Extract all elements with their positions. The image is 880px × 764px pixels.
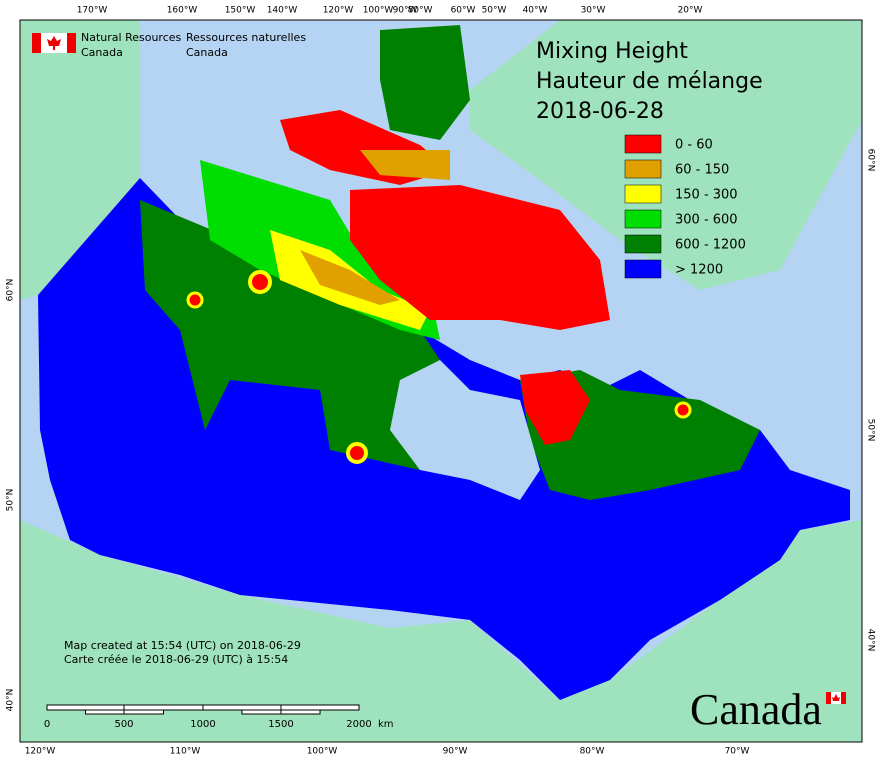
scale-segment <box>46 704 125 711</box>
scale-segment <box>123 704 204 711</box>
map-date: 2018-06-28 <box>536 99 664 124</box>
united-states <box>20 520 862 742</box>
legend-swatch <box>624 159 662 179</box>
agency-name: Canada <box>81 46 123 59</box>
legend-swatch <box>624 184 662 204</box>
legend-swatch <box>624 259 662 279</box>
agency-name: Canada <box>186 46 228 59</box>
scale-segment <box>241 709 282 715</box>
latitude-label: 60°N <box>6 279 16 302</box>
latitude-label: 50°N <box>6 489 16 512</box>
longitude-label: 90°W <box>393 6 418 16</box>
hotspot <box>186 291 204 309</box>
scale-label: 2000 <box>346 719 371 730</box>
arctic-islands <box>350 185 610 330</box>
alaska <box>20 20 140 300</box>
scale-label: 1000 <box>190 719 215 730</box>
scale-segment <box>85 709 125 715</box>
credit-line: Map created at 15:54 (UTC) on 2018-06-29 <box>64 639 301 652</box>
legend-label: 0 - 60 <box>675 138 713 153</box>
legend-swatch <box>624 234 662 254</box>
wordmark: Canada <box>690 685 822 734</box>
longitude-label: 30°W <box>581 6 606 16</box>
longitude-label: 20°W <box>678 6 703 16</box>
latitude-label: 40°N <box>6 689 16 712</box>
longitude-label: 110°W <box>170 747 201 757</box>
longitude-label: 150°W <box>225 6 256 16</box>
latitude-label: 40°N <box>866 629 876 652</box>
longitude-label: 160°W <box>167 6 198 16</box>
scale-segment <box>280 704 360 711</box>
longitude-label: 90°W <box>443 747 468 757</box>
credit-line: Carte créée le 2018-06-29 (UTC) à 15:54 <box>64 653 288 666</box>
longitude-label: 40°W <box>523 6 548 16</box>
longitude-label: 60°W <box>451 6 476 16</box>
map-title: Hauteur de mélange <box>536 69 763 94</box>
agency-name: Ressources naturelles <box>186 31 306 44</box>
land <box>20 20 862 742</box>
high-arctic-band <box>360 150 450 180</box>
greenland <box>470 20 862 290</box>
scale-segment <box>280 709 321 715</box>
hudson-bay <box>390 360 540 500</box>
longitude-label: 120°W <box>323 6 354 16</box>
longitude-label: 100°W <box>363 6 394 16</box>
scale-label: 1500 <box>268 719 293 730</box>
legend-swatch <box>624 134 662 154</box>
longitude-label: 100°W <box>307 747 338 757</box>
agency-flag <box>32 33 76 53</box>
wordmark-flag <box>826 692 846 704</box>
map-title: Mixing Height <box>536 39 688 64</box>
frame <box>19 19 863 743</box>
longitude-label: 170°W <box>77 6 108 16</box>
ungava <box>520 370 590 445</box>
agency-name: Natural Resources <box>81 31 182 44</box>
legend-label: 300 - 600 <box>675 213 738 228</box>
longitude-label: 70°W <box>725 747 750 757</box>
latitude-label: 50°N <box>866 419 876 442</box>
longitude-label: 140°W <box>267 6 298 16</box>
latitude-label: 60°N <box>866 149 876 172</box>
zone-600-1200 <box>140 200 440 470</box>
hotspot <box>346 442 368 464</box>
legend-label: 60 - 150 <box>675 163 729 178</box>
legend-label: 600 - 1200 <box>675 238 746 253</box>
zone-60-150 <box>300 250 400 305</box>
scale-segment <box>123 709 164 715</box>
legend-swatch <box>624 209 662 229</box>
scale-label: 500 <box>114 719 133 730</box>
hotspot <box>248 270 272 294</box>
ellesmere <box>380 25 470 140</box>
scale-segment <box>202 704 282 711</box>
legend-label: > 1200 <box>675 263 723 278</box>
longitude-label: 120°W <box>25 747 56 757</box>
scale-label: 0 <box>44 719 50 730</box>
longitude-label: 80°W <box>580 747 605 757</box>
longitude-label: 80°W <box>408 6 433 16</box>
longitude-label: 50°W <box>482 6 507 16</box>
legend-label: 150 - 300 <box>675 188 738 203</box>
hotspot <box>674 401 692 419</box>
scale-unit: km <box>378 719 394 730</box>
